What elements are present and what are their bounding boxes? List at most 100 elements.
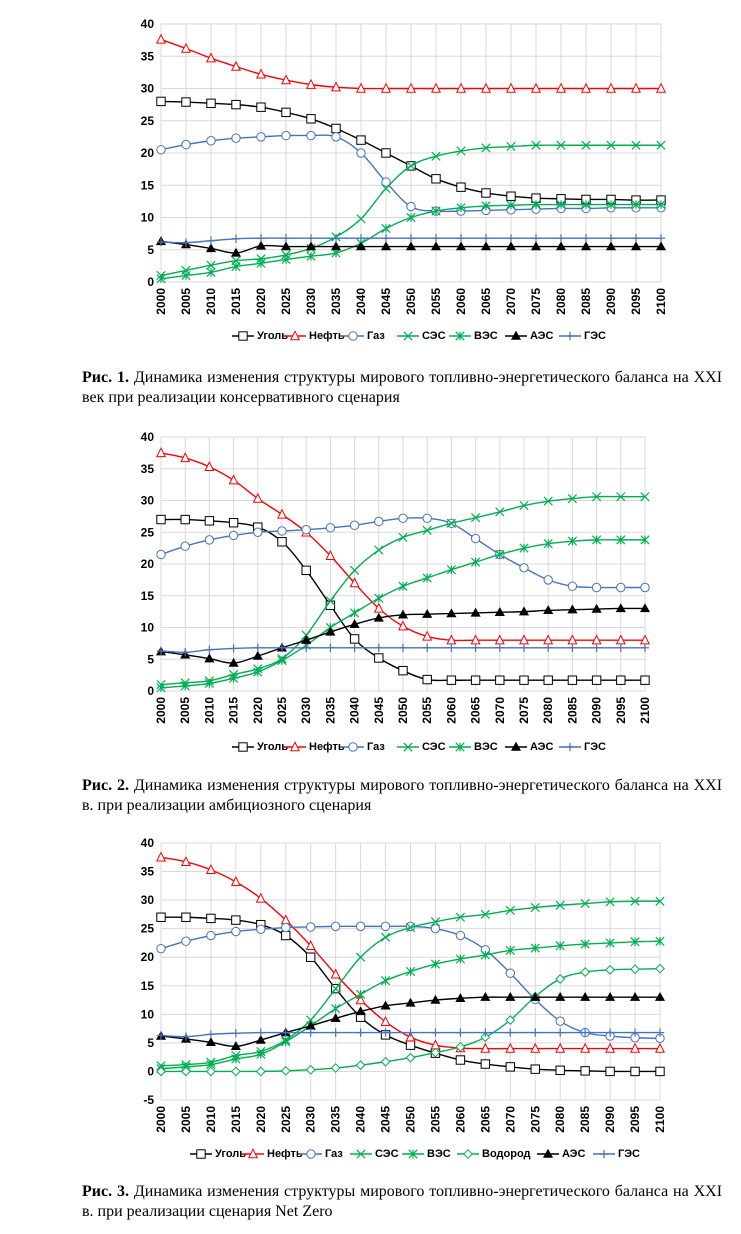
- series-6-point: [631, 233, 641, 243]
- legend-item: Уголь: [232, 326, 288, 346]
- series-4-point: [543, 539, 553, 549]
- legend-label: Нефть: [267, 1148, 303, 1160]
- series-5-point: [205, 243, 217, 253]
- series-1-point: [349, 577, 360, 588]
- legend-swatch: [537, 1148, 559, 1158]
- series-4-point: [204, 678, 215, 689]
- series-2-point: [330, 921, 341, 932]
- legend-swatch: [397, 331, 419, 341]
- series-5-point: [230, 247, 242, 257]
- series-5-point: [480, 1032, 491, 1043]
- series-6-point: [405, 997, 416, 1007]
- legend-item: ВЭС: [449, 326, 498, 346]
- x-tick-label: 2030: [299, 697, 313, 724]
- series-0-point: [405, 1040, 416, 1050]
- series-1-point: [480, 1042, 491, 1053]
- series-1-point: [605, 1042, 616, 1053]
- series-4-point: [580, 939, 590, 949]
- legend-item: Водород: [457, 1144, 531, 1164]
- y-tick-label: 25: [141, 922, 155, 936]
- series-1-point: [255, 892, 266, 903]
- series-5-point: [252, 650, 263, 660]
- x-tick-label: 2090: [590, 697, 604, 724]
- series-4-point: [616, 535, 626, 545]
- series-7-point: [256, 1028, 265, 1037]
- series-6-point: [530, 991, 541, 1001]
- x-tick-label: 2100: [638, 697, 652, 724]
- series-0-point: [181, 97, 191, 107]
- legend-item: АЭС: [505, 737, 553, 757]
- legend-item: СЭС: [397, 326, 446, 346]
- series-7-point: [481, 1028, 490, 1037]
- series-2-point: [156, 145, 166, 155]
- series-2-point: [519, 563, 529, 573]
- x-tick-label: 2035: [329, 1106, 343, 1133]
- series-0-point: [519, 675, 529, 685]
- series-4-point: [156, 683, 166, 693]
- series-5-group: [155, 603, 651, 667]
- series-0-point: [655, 1066, 665, 1077]
- series-4-point: [306, 251, 316, 261]
- series-4-point: [398, 581, 408, 591]
- series-3-point: [481, 143, 491, 153]
- series-6-point: [398, 643, 408, 653]
- series-1-point: [422, 630, 433, 641]
- series-6-point: [330, 1013, 341, 1023]
- series-0-point: [480, 1059, 491, 1069]
- x-tick-label: 2030: [304, 288, 318, 315]
- series-3-point: [406, 161, 416, 171]
- x-tick-label: 2060: [454, 288, 468, 315]
- series-0-point: [505, 1062, 516, 1072]
- x-tick-label: 2045: [372, 697, 386, 724]
- series-3-point: [631, 140, 641, 150]
- series-2-point: [381, 177, 391, 187]
- legend-swatch-marker: [565, 742, 575, 752]
- legend-item: СЭС: [397, 737, 446, 757]
- series-6-point: [229, 644, 238, 653]
- legend-label: СЭС: [422, 330, 446, 342]
- series-6-point: [281, 233, 291, 243]
- legend-item: Нефть: [242, 1144, 303, 1164]
- x-tick-label: 2050: [404, 288, 418, 315]
- series-5-point: [330, 1063, 341, 1073]
- series-6-point: [374, 643, 383, 653]
- series-4-point: [446, 565, 457, 575]
- y-tick-label: 25: [141, 114, 155, 128]
- series-6-point: [606, 233, 616, 243]
- series-5-point: [455, 1041, 466, 1052]
- series-5-point: [305, 1064, 316, 1075]
- legend-swatch-marker: [289, 741, 301, 752]
- series-4-point: [253, 667, 263, 677]
- series-1-point: [580, 1042, 591, 1053]
- x-tick-label: 2070: [504, 288, 518, 315]
- legend-item: ВЭС: [449, 737, 498, 757]
- series-5-point: [446, 608, 457, 618]
- figure-2: 0 5 10 15 20 25 30 35 40 2000 2005 2010 2015 2020 2025…: [0, 420, 741, 830]
- series-5-point: [430, 241, 442, 251]
- chart-2-legend: Уголь Нефть Газ СЭС ВЭС АЭС ГЭС: [0, 737, 741, 757]
- legend-label: Нефть: [309, 741, 345, 753]
- series-0-point: [398, 665, 408, 676]
- series-5-point: [405, 1052, 416, 1063]
- series-3-point: [380, 932, 391, 942]
- series-0-point: [204, 516, 215, 526]
- legend-label: СЭС: [422, 741, 446, 753]
- series-4-point: [655, 936, 665, 946]
- series-6-point: [456, 233, 466, 243]
- series-6-point: [656, 233, 666, 243]
- series-5-point: [373, 612, 384, 622]
- x-tick-label: 2025: [279, 288, 293, 315]
- series-1-point: [330, 968, 341, 979]
- legend-swatch: [402, 1149, 424, 1159]
- series-0-point: [277, 537, 287, 547]
- series-1-point: [480, 82, 492, 93]
- series-1-point: [397, 620, 409, 631]
- series-0-point: [630, 1066, 640, 1077]
- series-1-group: [155, 851, 666, 1053]
- series-0-point: [306, 114, 316, 124]
- series-3-point: [356, 214, 366, 224]
- legend-swatch: [190, 1149, 212, 1159]
- series-0-point: [605, 1066, 615, 1077]
- y-tick-label: -5: [143, 1093, 154, 1107]
